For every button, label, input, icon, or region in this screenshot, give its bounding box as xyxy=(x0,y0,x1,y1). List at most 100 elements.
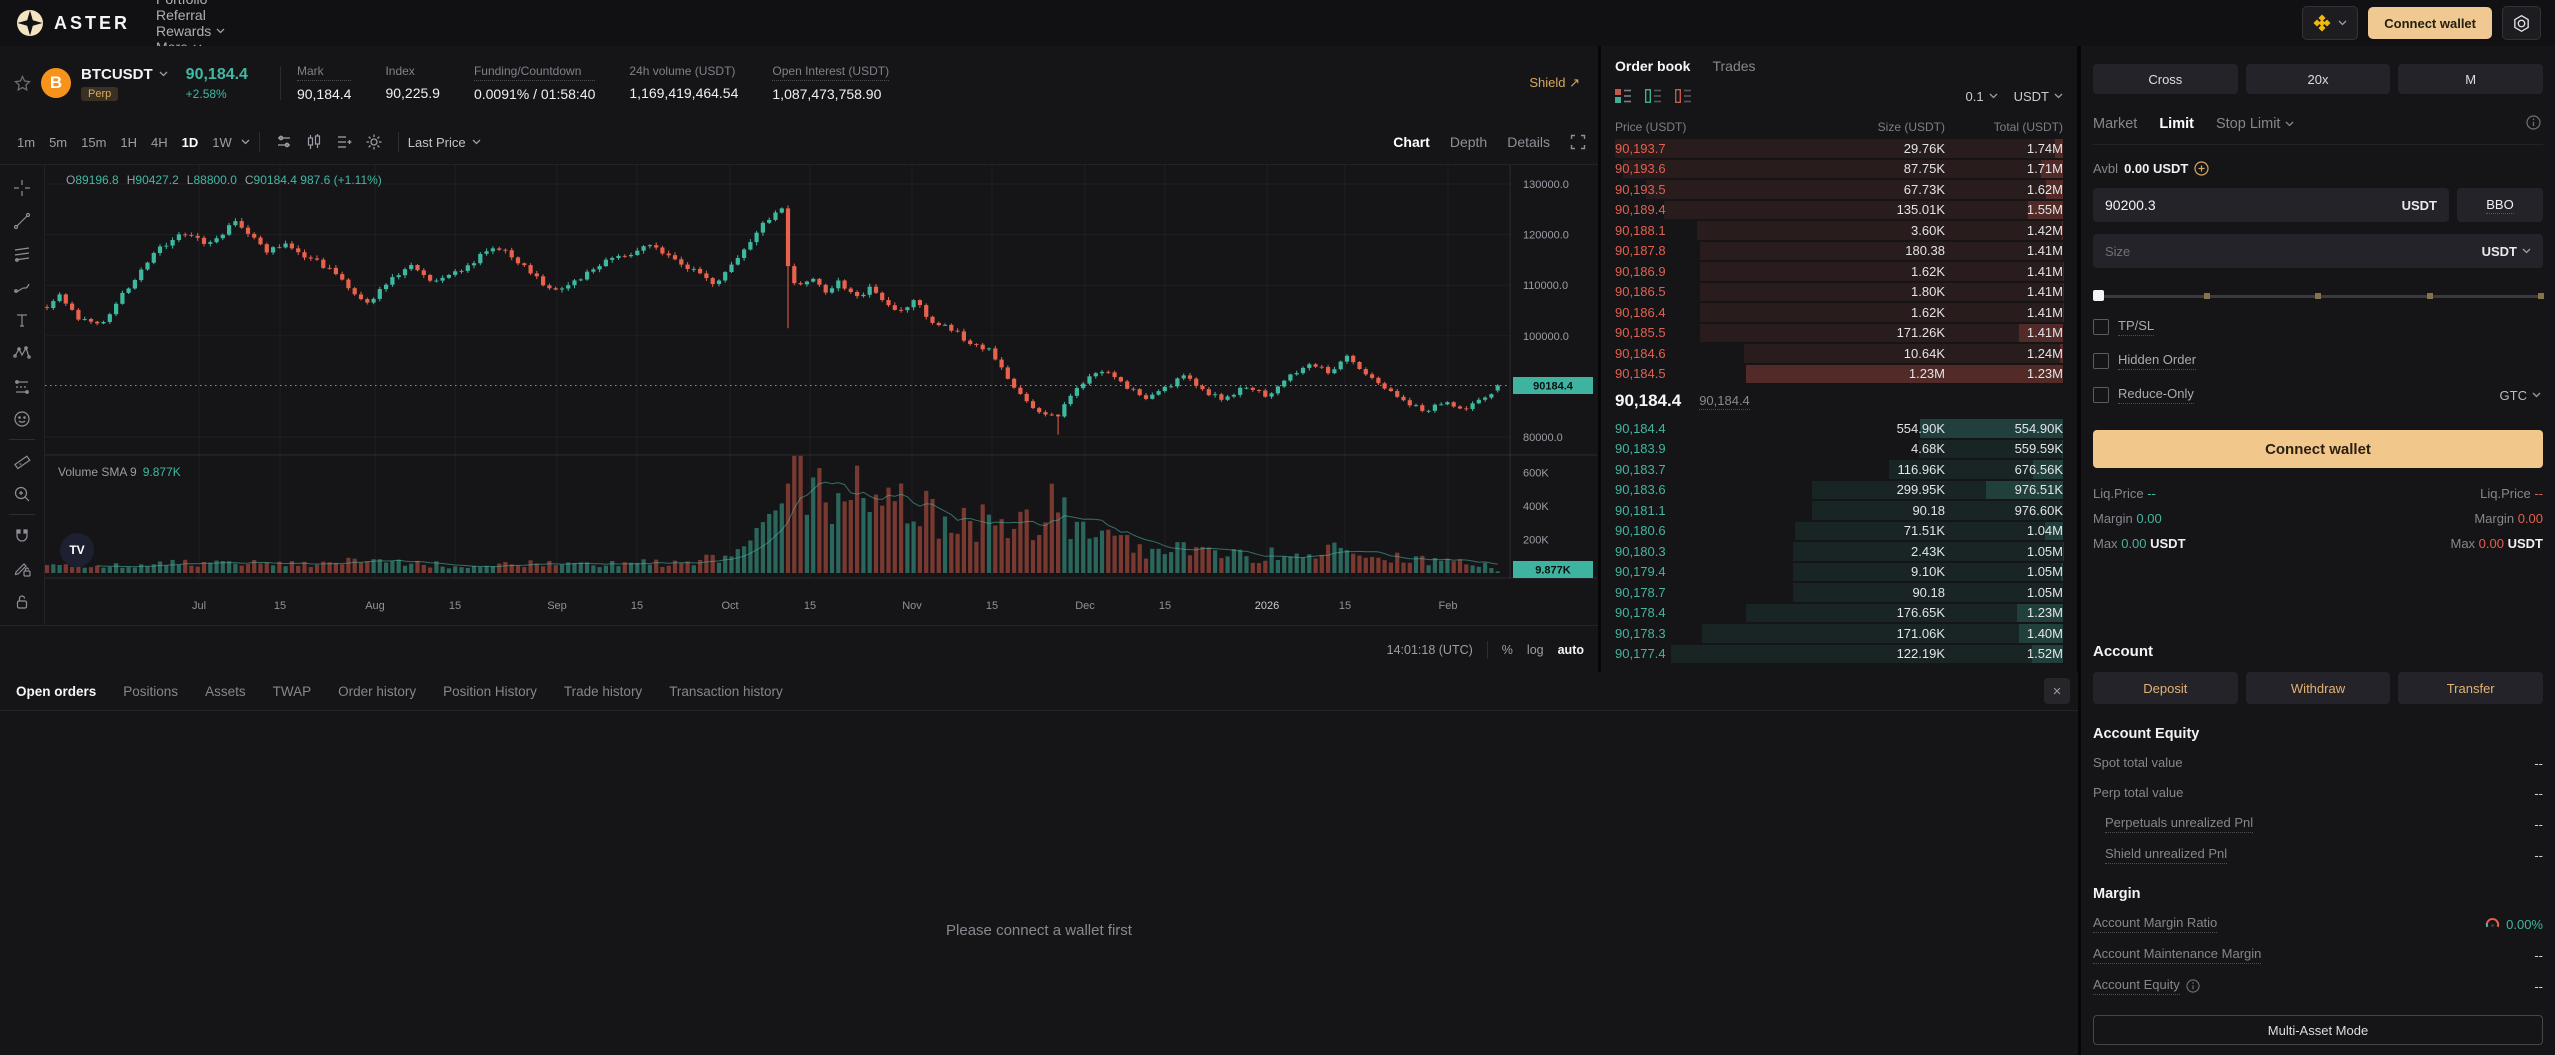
magnet-icon[interactable] xyxy=(5,519,39,552)
orderbook-bid-row[interactable]: 90,177.4 122.19K 1.52M xyxy=(1615,644,2063,663)
lock-icon[interactable] xyxy=(5,585,39,618)
orderbook-bid-row[interactable]: 90,183.9 4.68K 559.59K xyxy=(1615,439,2063,458)
orderbook-ask-row[interactable]: 90,186.5 1.80K 1.41M xyxy=(1615,282,2063,301)
orderbook-ask-row[interactable]: 90,193.6 87.75K 1.71M xyxy=(1615,159,2063,178)
chart-settings-icon[interactable] xyxy=(359,128,389,156)
unit-select[interactable]: USDT xyxy=(2014,89,2063,104)
nav-item-portfolio[interactable]: Portfolio xyxy=(156,0,257,7)
scale-log[interactable]: log xyxy=(1526,642,1544,657)
emoji-icon[interactable] xyxy=(5,402,39,435)
checkbox-tp-sl[interactable] xyxy=(2093,319,2109,335)
price-source-select[interactable]: Last Price xyxy=(408,135,481,150)
settings-button[interactable] xyxy=(2502,6,2541,40)
timeframe-5m[interactable]: 5m xyxy=(49,134,68,150)
nav-item-rewards[interactable]: Rewards xyxy=(156,23,257,39)
bottom-tab-open-orders[interactable]: Open orders xyxy=(16,683,97,699)
timeframe-4h[interactable]: 4H xyxy=(151,134,168,150)
zoom-in-icon[interactable] xyxy=(5,477,39,510)
multi-asset-mode-button[interactable]: Multi-Asset Mode xyxy=(2093,1015,2543,1045)
size-unit-select[interactable]: USDT xyxy=(2482,244,2531,259)
position-mode-button[interactable]: M xyxy=(2398,64,2544,94)
deposit-plus-icon[interactable] xyxy=(2194,161,2209,176)
symbol-selector[interactable]: BTCUSDT xyxy=(81,66,168,83)
bottom-tab-order-history[interactable]: Order history xyxy=(338,683,417,699)
orderbook-bid-row[interactable]: 90,178.4 176.65K 1.23M xyxy=(1615,603,2063,622)
slider-handle[interactable] xyxy=(2093,290,2104,301)
parallel-lines-icon[interactable] xyxy=(5,237,39,270)
bottom-tab-assets[interactable]: Assets xyxy=(205,683,246,699)
size-input[interactable]: Size USDT xyxy=(2093,234,2543,268)
orderbook-ask-row[interactable]: 90,193.7 29.76K 1.74M xyxy=(1615,139,2063,158)
precision-select[interactable]: 0.1 xyxy=(1966,89,1998,104)
connect-wallet-submit-button[interactable]: Connect wallet xyxy=(2093,430,2543,468)
orderbook-tab-trades[interactable]: Trades xyxy=(1712,58,1756,74)
orderbook-bid-row[interactable]: 90,180.3 2.43K 1.05M xyxy=(1615,542,2063,561)
checkbox-reduce-only[interactable] xyxy=(2093,387,2109,403)
order-type-market[interactable]: Market xyxy=(2093,116,2138,132)
order-type-limit[interactable]: Limit xyxy=(2159,116,2194,132)
orderbook-ask-row[interactable]: 90,184.6 10.64K 1.24M xyxy=(1615,344,2063,363)
scale-percent[interactable]: % xyxy=(1501,642,1513,657)
info-icon[interactable] xyxy=(2186,979,2200,993)
orderbook-bid-row[interactable]: 90,181.1 90.18 976.60K xyxy=(1615,501,2063,520)
orderbook-ask-row[interactable]: 90,186.9 1.62K 1.41M xyxy=(1615,262,2063,281)
size-slider[interactable] xyxy=(2093,290,2544,302)
view-tab-chart[interactable]: Chart xyxy=(1393,134,1430,150)
brush-icon[interactable] xyxy=(5,270,39,303)
order-type-stop-limit[interactable]: Stop Limit xyxy=(2216,116,2294,132)
orderbook-bid-row[interactable]: 90,183.7 116.96K 676.56K xyxy=(1615,460,2063,479)
crosshair-icon[interactable] xyxy=(5,171,39,204)
view-tab-depth[interactable]: Depth xyxy=(1449,134,1488,150)
timeframe-15m[interactable]: 15m xyxy=(81,134,107,150)
indicators-icon[interactable] xyxy=(329,128,359,156)
checkbox-hidden-order[interactable] xyxy=(2093,353,2109,369)
edit-lock-icon[interactable] xyxy=(5,552,39,585)
bbo-button[interactable]: BBO xyxy=(2457,188,2543,222)
bottom-tab-transaction-history[interactable]: Transaction history xyxy=(669,683,783,699)
scale-auto[interactable]: auto xyxy=(1557,642,1584,657)
ruler-icon[interactable] xyxy=(5,444,39,477)
mid-price[interactable]: 90,184.4 xyxy=(1615,391,1682,410)
timeframe-1w[interactable]: 1W xyxy=(212,134,232,150)
orderbook-tab-order-book[interactable]: Order book xyxy=(1615,58,1691,74)
transfer-button[interactable]: Transfer xyxy=(2398,672,2544,704)
margin-mode-button[interactable]: Cross xyxy=(2093,64,2238,94)
bottom-tab-positions[interactable]: Positions xyxy=(123,683,179,699)
favorite-star-icon[interactable] xyxy=(14,74,31,92)
forecast-icon[interactable] xyxy=(5,369,39,402)
book-view-bids-icon[interactable] xyxy=(1645,89,1661,103)
fullscreen-icon[interactable] xyxy=(1570,134,1586,150)
bottom-tab-twap[interactable]: TWAP xyxy=(272,683,312,699)
orderbook-ask-row[interactable]: 90,188.1 3.60K 1.42M xyxy=(1615,221,2063,240)
orderbook-bid-row[interactable]: 90,184.4 554.90K 554.90K xyxy=(1615,419,2063,438)
orderbook-bid-row[interactable]: 90,178.3 171.06K 1.40M xyxy=(1615,624,2063,643)
book-view-both-icon[interactable] xyxy=(1615,89,1631,103)
shield-link[interactable]: Shield ↗ xyxy=(1529,75,1580,90)
orderbook-bid-row[interactable]: 90,180.6 71.51K 1.04M xyxy=(1615,521,2063,540)
info-icon[interactable] xyxy=(2526,115,2541,133)
tradingview-logo[interactable]: TV xyxy=(60,533,94,567)
timeframe-1h[interactable]: 1H xyxy=(120,134,138,150)
xabcd-pattern-icon[interactable] xyxy=(5,336,39,369)
orderbook-ask-row[interactable]: 90,187.8 180.38 1.41M xyxy=(1615,241,2063,260)
chain-selector[interactable] xyxy=(2302,6,2359,40)
leverage-button[interactable]: 20x xyxy=(2245,64,2391,94)
text-icon[interactable] xyxy=(5,303,39,336)
aster-logo[interactable]: ASTER xyxy=(0,9,156,37)
bottom-tab-trade-history[interactable]: Trade history xyxy=(563,683,643,699)
price-input[interactable]: 90200.3 USDT xyxy=(2093,188,2449,222)
chart-style-icon[interactable] xyxy=(269,128,299,156)
book-view-asks-icon[interactable] xyxy=(1675,89,1691,103)
tif-select[interactable]: GTC xyxy=(2500,388,2541,403)
chevron-down-icon[interactable] xyxy=(241,139,250,145)
orderbook-ask-row[interactable]: 90,189.4 135.01K 1.55M xyxy=(1615,200,2063,219)
view-tab-details[interactable]: Details xyxy=(1507,134,1550,150)
timeframe-1m[interactable]: 1m xyxy=(17,134,36,150)
orderbook-ask-row[interactable]: 90,186.4 1.62K 1.41M xyxy=(1615,303,2063,322)
close-icon[interactable]: × xyxy=(2044,678,2070,704)
orderbook-bid-row[interactable]: 90,183.6 299.95K 976.51K xyxy=(1615,480,2063,499)
connect-wallet-button[interactable]: Connect wallet xyxy=(2368,7,2492,39)
bottom-tab-position-history[interactable]: Position History xyxy=(443,683,537,699)
orderbook-bid-row[interactable]: 90,178.7 90.18 1.05M xyxy=(1615,583,2063,602)
deposit-button[interactable]: Deposit xyxy=(2093,672,2238,704)
